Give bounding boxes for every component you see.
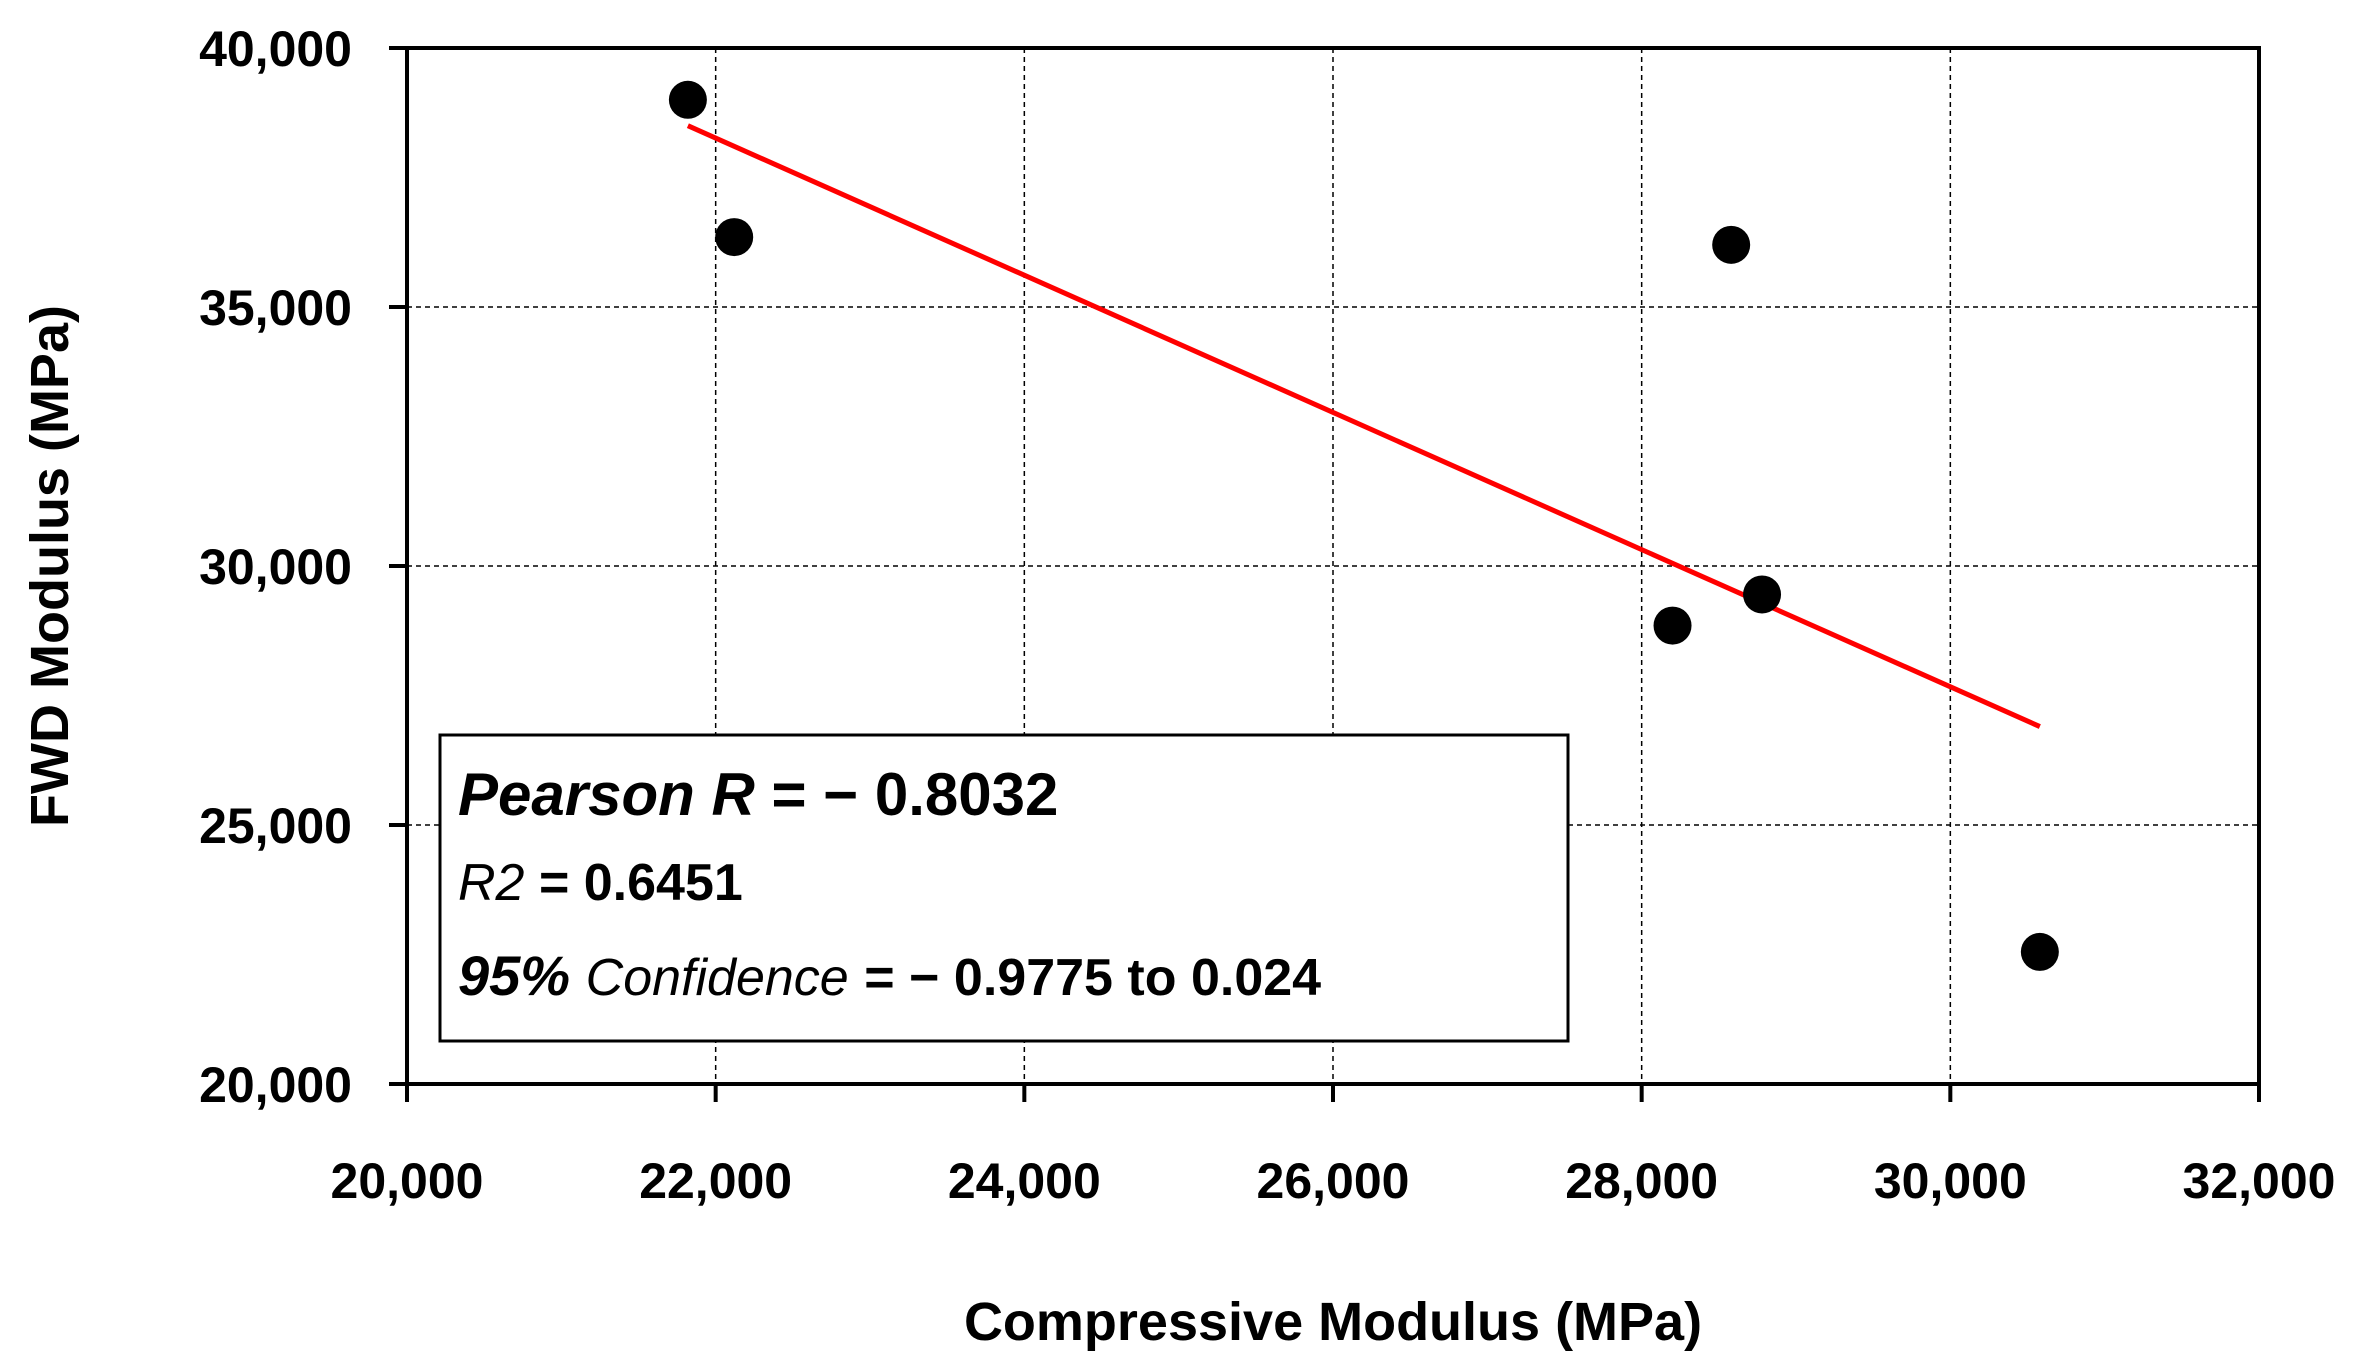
grid-lines — [407, 48, 2259, 1084]
ci-value: = − 0.9775 to 0.024 — [864, 949, 1321, 1007]
x-tick-label: 22,000 — [639, 1153, 792, 1209]
x-tick-label: 28,000 — [1565, 1153, 1718, 1209]
r2-label: R2 — [458, 854, 525, 912]
y-tick-labels: 20,000 25,000 30,000 35,000 40,000 — [199, 21, 352, 1113]
svg-text:Pearson R = − 0.8032: Pearson R = − 0.8032 — [458, 761, 1058, 828]
y-tick-label: 40,000 — [199, 21, 352, 77]
data-point — [1653, 606, 1692, 645]
svg-text:95% Confidence = −: 95% Confidence = − 0.9775 to 0.024 — [458, 944, 1321, 1007]
data-point — [1712, 225, 1751, 264]
x-tick-label: 30,000 — [1874, 1153, 2027, 1209]
pearson-value: = − 0.8032 — [771, 761, 1058, 828]
data-point — [2020, 932, 2059, 971]
y-tick-label: 25,000 — [199, 798, 352, 854]
y-tick-label: 20,000 — [199, 1057, 352, 1113]
x-tick-labels: 20,000 22,000 24,000 26,000 28,000 30,000 32,0… — [331, 1153, 2336, 1209]
stats-box-border — [438, 733, 1570, 1043]
stats-box: Pearson R = − 0.8032 R2 = 0.6451 95% Con… — [438, 733, 1570, 1043]
x-axis-title: Compressive Modulus (MPa) — [964, 1292, 1702, 1352]
data-points — [668, 80, 2059, 971]
x-tick-label: 24,000 — [948, 1153, 1101, 1209]
x-tick-label: 20,000 — [331, 1153, 484, 1209]
pearson-label: Pearson R — [458, 761, 755, 828]
y-tick-label: 30,000 — [199, 539, 352, 595]
ci-label-word: Confidence — [586, 949, 849, 1007]
ci-label-percent: 95% — [458, 944, 570, 1007]
y-tick-label: 35,000 — [199, 280, 352, 336]
x-tick-label: 26,000 — [1257, 1153, 1410, 1209]
svg-text:R2 = 0.6451: R2 = 0.6451 — [458, 854, 743, 912]
y-axis-title: FWD Modulus (MPa) — [20, 305, 80, 827]
data-point — [668, 80, 707, 119]
x-tick-label: 32,000 — [2183, 1153, 2336, 1209]
data-point — [715, 218, 754, 257]
axis-ticks — [389, 46, 2261, 1102]
trendline — [686, 123, 2041, 729]
data-point — [1743, 575, 1782, 614]
r2-value: = 0.6451 — [539, 854, 743, 912]
